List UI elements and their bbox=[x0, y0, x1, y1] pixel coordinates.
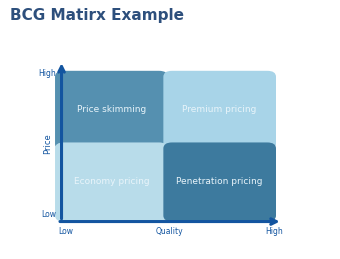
Text: High: High bbox=[265, 227, 283, 236]
Text: Low: Low bbox=[58, 227, 73, 236]
Text: Penetration pricing: Penetration pricing bbox=[176, 177, 263, 186]
FancyBboxPatch shape bbox=[163, 142, 276, 221]
FancyBboxPatch shape bbox=[55, 142, 168, 221]
Text: Low: Low bbox=[41, 210, 56, 219]
Text: Economy pricing: Economy pricing bbox=[73, 177, 149, 186]
Text: Premium pricing: Premium pricing bbox=[183, 105, 257, 114]
Text: Price: Price bbox=[43, 134, 52, 154]
Text: Price skimming: Price skimming bbox=[77, 105, 146, 114]
FancyBboxPatch shape bbox=[163, 71, 276, 150]
Text: High: High bbox=[38, 69, 56, 78]
Text: Quality: Quality bbox=[156, 227, 184, 236]
Text: BCG Matirx Example: BCG Matirx Example bbox=[10, 8, 184, 23]
FancyBboxPatch shape bbox=[55, 71, 168, 150]
